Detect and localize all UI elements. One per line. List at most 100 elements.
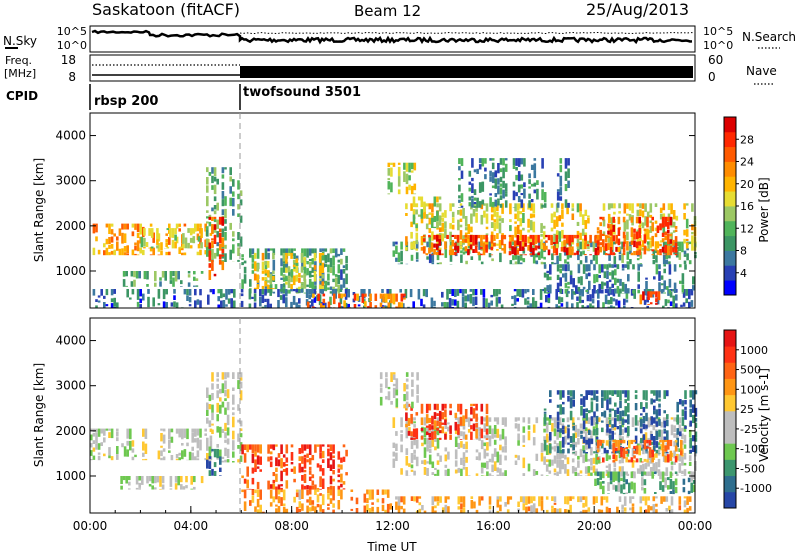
range-gate-cell xyxy=(658,403,661,408)
range-gate-cell xyxy=(547,249,551,256)
range-gate-cell xyxy=(403,383,406,392)
range-gate-cell xyxy=(498,218,502,222)
range-gate-cell xyxy=(464,238,468,243)
range-gate-cell xyxy=(581,238,585,250)
range-gate-cell xyxy=(421,505,424,511)
range-gate-cell xyxy=(618,448,622,455)
range-gate-cell xyxy=(256,509,260,513)
range-gate-cell xyxy=(559,450,562,454)
range-gate-cell xyxy=(206,226,209,230)
range-gate-cell xyxy=(545,464,549,472)
range-gate-cell xyxy=(259,456,262,465)
range-gate-cell xyxy=(182,244,185,249)
range-gate-cell xyxy=(522,457,526,469)
range-gate-cell xyxy=(582,436,586,444)
range-gate-cell xyxy=(422,238,426,242)
range-gate-cell xyxy=(652,504,656,513)
range-gate-cell xyxy=(681,409,685,417)
range-gate-cell xyxy=(694,445,698,454)
range-gate-cell xyxy=(221,174,225,179)
range-gate-cell xyxy=(497,163,500,174)
range-gate-cell xyxy=(444,241,447,250)
range-gate-cell xyxy=(239,428,243,431)
range-gate-cell xyxy=(113,249,116,256)
range-gate-cell xyxy=(303,457,307,469)
range-gate-cell xyxy=(149,246,153,252)
range-gate-cell xyxy=(95,443,98,450)
range-gate-cell xyxy=(644,509,648,513)
range-gate-cell xyxy=(239,381,243,389)
x-tick-label: 04:00 xyxy=(174,519,209,533)
range-gate-cell xyxy=(663,264,666,267)
range-gate-cell xyxy=(658,429,661,437)
range-gate-cell xyxy=(567,428,570,439)
range-gate-cell xyxy=(667,454,670,463)
range-gate-cell xyxy=(498,222,502,234)
range-gate-cell xyxy=(651,294,655,298)
range-gate-cell xyxy=(596,449,600,453)
range-gate-cell xyxy=(303,485,307,490)
range-gate-cell xyxy=(387,193,391,195)
range-gate-cell xyxy=(667,485,670,490)
range-gate-cell xyxy=(269,273,273,285)
range-gate-cell xyxy=(400,262,403,265)
range-gate-cell xyxy=(216,231,219,238)
range-gate-cell xyxy=(126,253,129,256)
range-gate-cell xyxy=(400,496,403,503)
range-gate-cell xyxy=(420,209,424,219)
range-gate-cell xyxy=(539,302,543,308)
nave-ytick-bottom: 0 xyxy=(708,70,716,84)
range-gate-cell xyxy=(633,240,636,248)
range-gate-cell xyxy=(588,390,591,395)
range-gate-cell xyxy=(318,265,322,276)
range-gate-cell xyxy=(471,158,474,168)
range-gate-cell xyxy=(441,403,445,411)
range-gate-cell xyxy=(454,242,457,246)
range-gate-cell xyxy=(478,201,482,208)
range-gate-cell xyxy=(643,289,647,296)
range-gate-cell xyxy=(678,252,682,260)
range-gate-cell xyxy=(621,509,624,513)
range-gate-cell xyxy=(395,501,398,510)
range-gate-cell xyxy=(259,296,262,307)
range-gate-cell xyxy=(489,193,492,196)
range-gate-cell xyxy=(441,253,444,256)
range-gate-cell xyxy=(493,207,497,217)
range-gate-cell xyxy=(688,260,692,265)
range-gate-cell xyxy=(168,439,171,449)
range-gate-cell xyxy=(313,252,317,261)
range-gate-cell xyxy=(678,448,682,452)
range-gate-cell xyxy=(217,304,220,308)
range-gate-cell xyxy=(522,227,525,231)
range-gate-cell xyxy=(513,306,517,308)
range-gate-cell xyxy=(672,221,676,228)
range-gate-cell xyxy=(562,407,565,415)
range-gate-cell xyxy=(506,496,510,505)
range-gate-cell xyxy=(314,484,317,490)
range-gate-cell xyxy=(97,428,101,437)
range-gate-cell xyxy=(543,256,546,260)
range-gate-cell xyxy=(482,298,486,308)
range-gate-cell xyxy=(282,454,286,458)
range-gate-cell xyxy=(433,403,437,410)
range-gate-cell xyxy=(566,496,570,505)
range-gate-cell xyxy=(545,234,548,238)
range-gate-cell xyxy=(516,298,519,302)
range-gate-cell xyxy=(601,397,604,408)
range-gate-cell xyxy=(269,451,273,455)
range-gate-cell xyxy=(605,450,609,461)
range-gate-cell xyxy=(660,289,664,294)
range-gate-cell xyxy=(520,199,524,208)
velocity-xlabel: Time UT xyxy=(366,540,417,554)
range-gate-cell xyxy=(232,387,235,391)
range-gate-cell xyxy=(459,289,462,294)
range-gate-cell xyxy=(674,226,678,229)
range-gate-cell xyxy=(564,426,567,434)
range-gate-cell xyxy=(251,270,255,274)
range-gate-cell xyxy=(211,372,214,382)
range-gate-cell xyxy=(451,217,455,223)
range-gate-cell xyxy=(628,214,632,221)
range-gate-cell xyxy=(451,203,455,207)
range-gate-cell xyxy=(693,471,696,480)
range-gate-cell xyxy=(462,431,466,440)
